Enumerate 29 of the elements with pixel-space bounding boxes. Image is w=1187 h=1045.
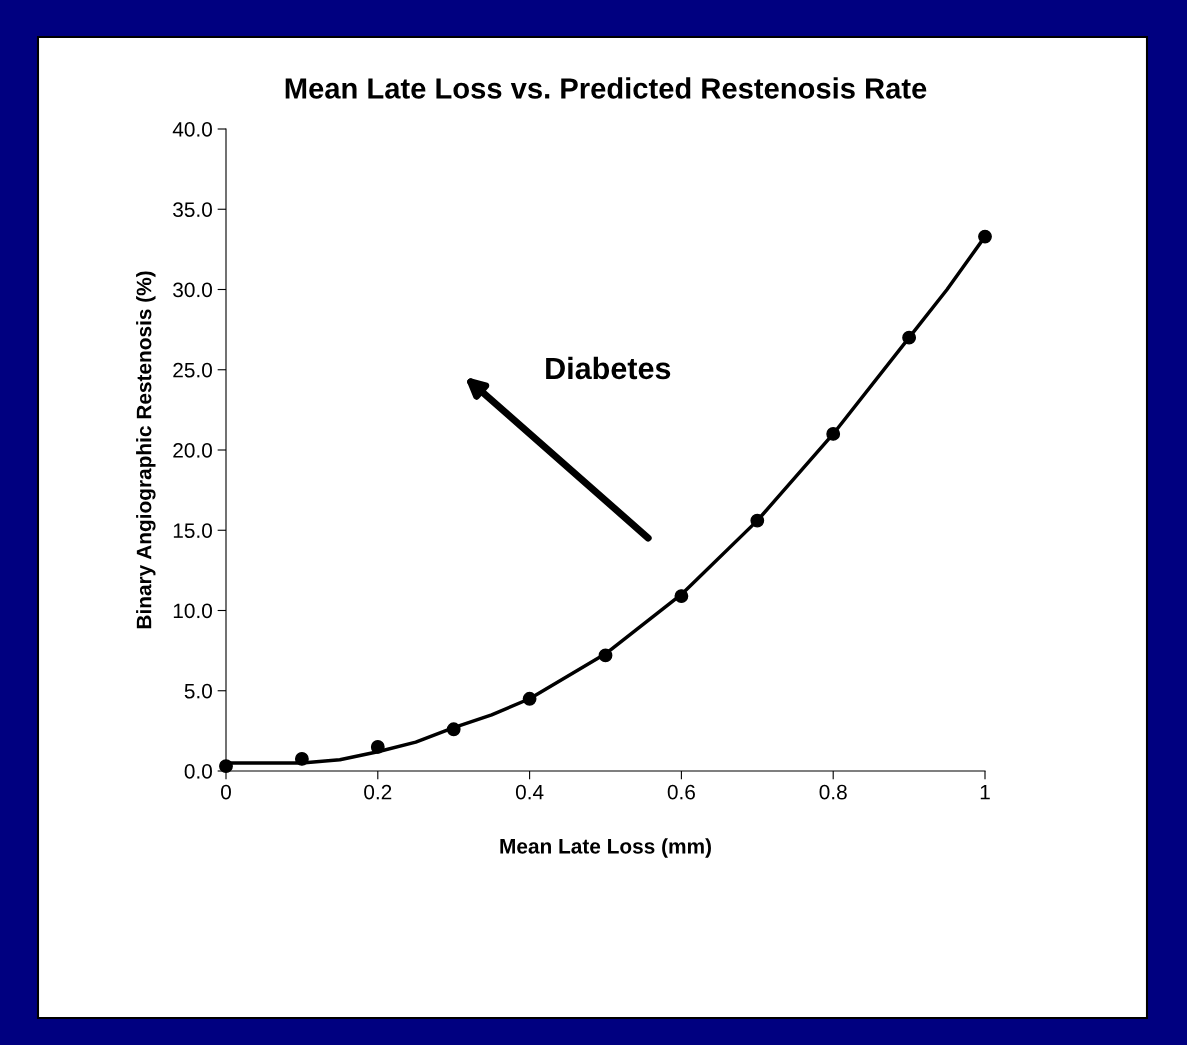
y-tick-label: 20.0 [173,443,212,458]
x-tick-label: 1 [980,784,990,800]
x-tick-label: 0.6 [667,784,695,800]
y-axis-title: Binary Angiographic Restenosis (%) [136,271,156,629]
y-tick-label: 0.0 [184,764,212,779]
x-axis-title: Mean Late Loss (mm) [500,838,711,858]
chart-title: Mean Late Loss vs. Predicted Restenosis Rate [285,77,927,99]
x-tick-label: 0.2 [364,784,392,800]
point [826,427,841,441]
annotation: Diabetes [546,356,671,380]
y-tick-label: 5.0 [184,683,212,699]
point [522,691,537,706]
point [674,589,689,603]
point [446,722,461,737]
y-tick-label: 30.0 [173,282,212,298]
y-tick-label: 25.0 [173,362,212,378]
point [294,752,309,766]
point [598,648,613,663]
point [902,330,917,345]
point [370,740,385,754]
point [750,513,765,528]
x-tick-label: 0.4 [515,784,544,800]
y-tick-label: 40.0 [172,122,212,137]
point [978,229,992,244]
y-tick-label: 10.0 [173,603,212,619]
y-tick-label: 35.0 [173,202,212,217]
x-tick-label: 0.8 [819,784,847,800]
x-tick-label: 0 [221,784,231,800]
y-tick-label: 15.0 [173,523,212,538]
